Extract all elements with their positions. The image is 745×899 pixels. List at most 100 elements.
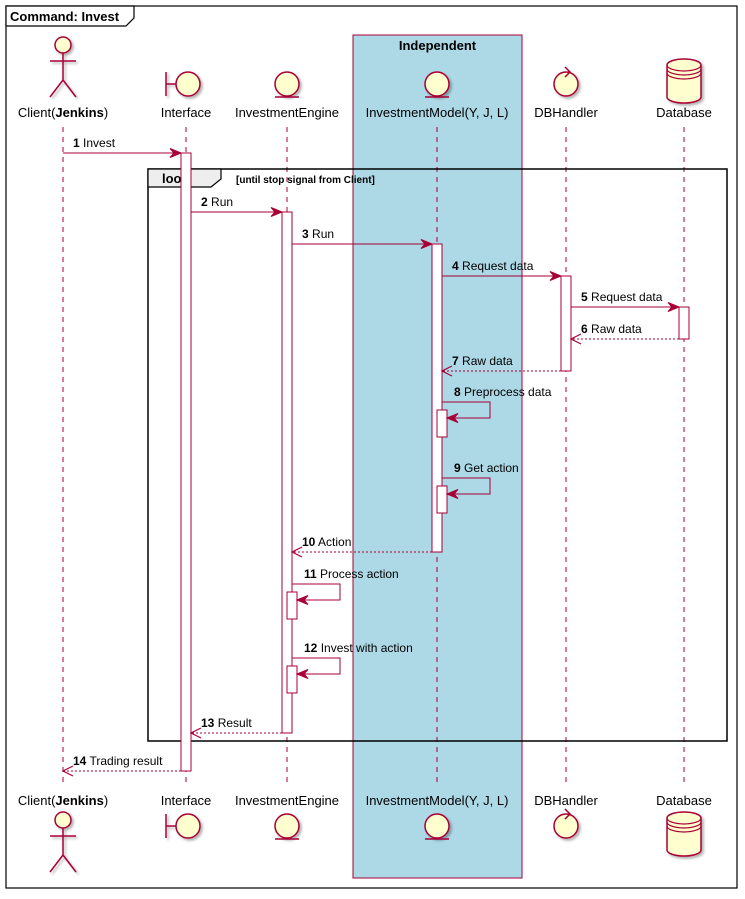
message-label-11: 11 Process action	[304, 567, 399, 581]
frame-name: Invest	[82, 9, 120, 24]
database-body	[666, 58, 702, 104]
participant-database-top: Database	[656, 58, 712, 120]
arrow-head	[445, 413, 459, 423]
participant-label-database: Database	[656, 793, 712, 808]
message-text: Invest	[80, 136, 116, 150]
message-number: 12	[304, 641, 318, 655]
control-circle	[553, 813, 579, 839]
message-label-9: 9 Get action	[454, 461, 519, 475]
loop-border	[147, 168, 728, 742]
message-number: 13	[201, 716, 215, 730]
participant-model-bottom: InvestmentModel(Y, J, L)	[366, 793, 509, 840]
arrow-head	[569, 333, 582, 345]
message-number: 2	[201, 195, 208, 209]
message-4: 4 Request data	[442, 259, 563, 281]
message-text: Run	[309, 227, 334, 241]
participant-model-top: InvestmentModel(Y, J, L)	[366, 71, 509, 120]
participant-dbhandler-top: DBHandler	[534, 66, 598, 120]
message-text: Trading result	[86, 754, 163, 768]
actor-body	[49, 828, 77, 873]
message-text: Raw data	[459, 354, 513, 368]
actor-head	[54, 811, 72, 829]
arrow-head	[295, 595, 309, 605]
arrow-head	[290, 546, 303, 558]
activation-database	[678, 306, 690, 340]
participant-interface-top: Interface	[161, 71, 212, 120]
actor-body	[49, 53, 77, 98]
actor-head	[54, 36, 72, 54]
participant-interface-bottom: Interface	[161, 793, 212, 839]
arrow-head	[189, 727, 202, 739]
message-label-12: 12 Invest with action	[304, 641, 413, 655]
message-2: 2 Run	[191, 195, 284, 217]
activation-interface	[180, 152, 192, 772]
participant-label-model: InvestmentModel(Y, J, L)	[366, 105, 509, 120]
participant-client-top: Client(Jenkins)	[18, 36, 108, 120]
message-number: 6	[581, 322, 588, 336]
participant-label-engine: InvestmentEngine	[235, 105, 339, 120]
message-6: 6 Raw data	[569, 322, 679, 345]
participant-label-database: Database	[656, 105, 712, 120]
entity-circle	[274, 71, 300, 97]
arrow-head	[445, 489, 459, 499]
activation-model-getaction	[436, 485, 448, 514]
frame-border	[5, 5, 738, 889]
box-title: Independent	[399, 38, 477, 53]
message-label-4: 4 Request data	[452, 259, 534, 273]
boundary-circle	[175, 813, 201, 839]
arrow-head	[667, 302, 681, 312]
database-body	[666, 811, 702, 857]
message-label-7: 7 Raw data	[452, 354, 513, 368]
self-arrow-line	[442, 401, 491, 419]
activation-engine-process	[286, 591, 298, 620]
participant-engine-top: InvestmentEngine	[235, 71, 339, 120]
message-text: Process action	[317, 567, 399, 581]
activation-dbhandler	[560, 275, 572, 372]
message-11: 11 Process action	[292, 567, 399, 605]
message-text: Raw data	[588, 322, 642, 336]
message-text: Get action	[461, 461, 519, 475]
label-prefix: Client(	[18, 793, 56, 808]
participant-engine-bottom: InvestmentEngine	[235, 793, 339, 840]
message-3: 3 Run	[292, 227, 434, 249]
control-arrow	[564, 808, 572, 820]
activations	[180, 152, 690, 772]
activation-engine-invest	[286, 665, 298, 694]
arrow-head	[270, 207, 284, 217]
participant-label-interface: Interface	[161, 793, 212, 808]
participant-label-client: Client(Jenkins)	[18, 793, 108, 808]
entity-circle	[424, 813, 450, 839]
message-label-3: 3 Run	[302, 227, 334, 241]
message-9: 9 Get action	[442, 461, 519, 499]
participant-heads: Client(Jenkins) Client(Jenkins) Interface I…	[18, 36, 712, 873]
message-text: Preprocess data	[461, 385, 552, 399]
message-text: Run	[208, 195, 233, 209]
message-text: Action	[315, 535, 351, 549]
boundary-bar	[165, 814, 176, 838]
message-number: 7	[452, 354, 459, 368]
message-10: 10 Action	[290, 535, 432, 558]
label-bold: Jenkins	[55, 793, 103, 808]
participant-label-interface: Interface	[161, 105, 212, 120]
outer-frame: Command: Invest	[5, 5, 738, 889]
message-label-10: 10 Action	[302, 535, 351, 549]
frame-tab	[5, 5, 135, 27]
frame-keyword: Command:	[10, 9, 78, 24]
activation-model-preprocess	[436, 409, 448, 438]
message-text: Result	[214, 716, 252, 730]
message-number: 3	[302, 227, 309, 241]
control-arrow	[564, 66, 572, 78]
label-bold: Jenkins	[55, 105, 103, 120]
message-number: 10	[302, 535, 316, 549]
arrow-head	[169, 148, 183, 158]
boundary-circle	[175, 71, 201, 97]
participant-client-bottom: Client(Jenkins)	[18, 793, 108, 873]
entity-circle	[274, 813, 300, 839]
label-prefix: Client(	[18, 105, 56, 120]
self-arrow-line	[442, 477, 491, 495]
self-arrow-line	[292, 583, 341, 601]
message-1: 1 Invest	[63, 136, 183, 158]
participant-label-model: InvestmentModel(Y, J, L)	[366, 793, 509, 808]
